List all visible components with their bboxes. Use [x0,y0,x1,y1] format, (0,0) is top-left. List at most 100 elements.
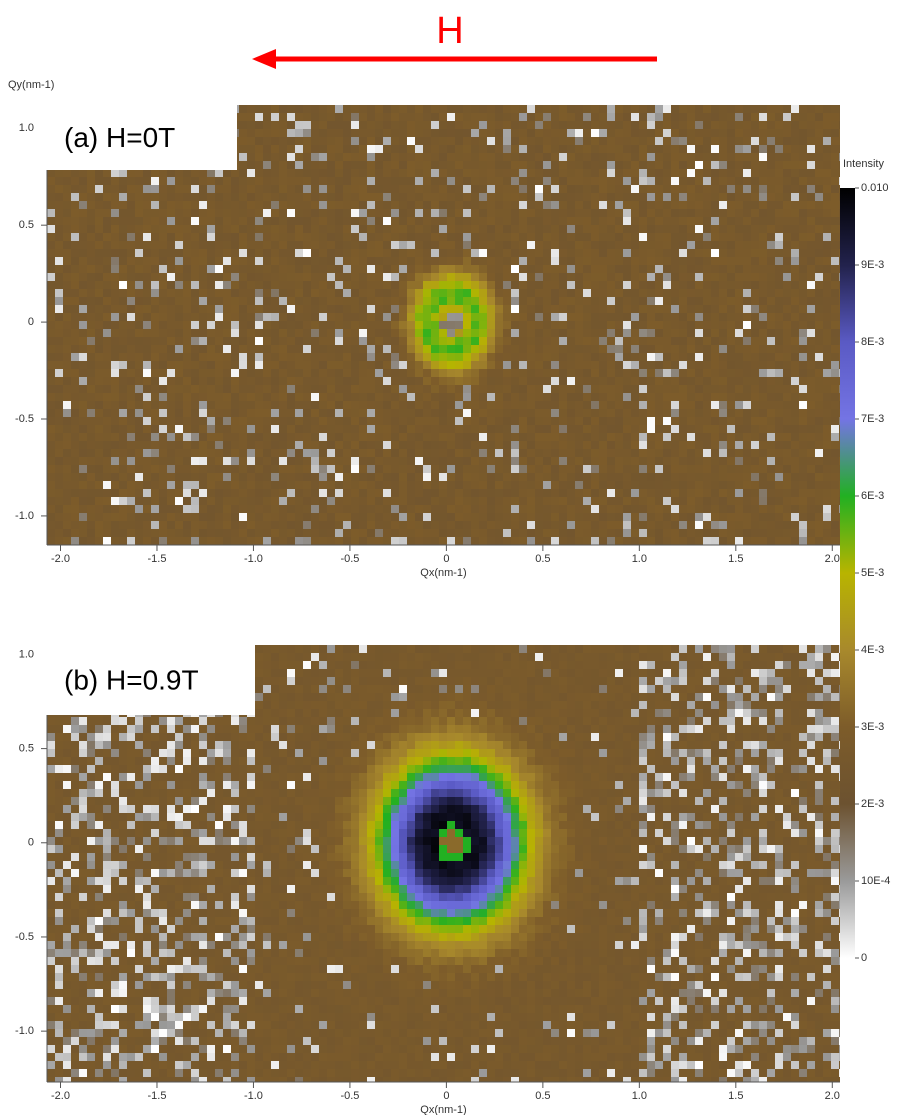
pixel [527,497,535,505]
pixel [663,337,671,345]
pixel [607,233,615,241]
pixel [615,313,623,321]
pixel [527,409,535,417]
pixel [807,105,815,113]
pixel [487,377,495,385]
pixel [591,297,599,305]
pixel [223,481,231,489]
pixel [319,281,327,289]
pixel [175,441,183,449]
pixel [743,201,751,209]
pixel [191,409,199,417]
pixel [319,105,327,113]
pixel [47,377,55,385]
pixel [151,377,159,385]
pixel [631,137,639,145]
pixel [231,305,239,313]
pixel [167,465,175,473]
pixel [295,217,303,225]
pixel [679,305,687,313]
pixel [831,425,839,433]
pixel [839,201,840,209]
pixel [567,145,575,153]
pixel [495,169,503,177]
pixel [279,489,287,497]
pixel [311,305,319,313]
pixel [359,417,367,425]
pixel [767,337,775,345]
pixel [247,417,255,425]
pixel [63,401,71,409]
pixel [407,313,415,321]
pixel [775,425,783,433]
pixel [431,409,439,417]
pixel [335,129,343,137]
pixel [823,489,831,497]
pixel [55,465,63,473]
pixel [239,321,247,329]
pixel [343,377,351,385]
pixel [559,273,567,281]
pixel [423,489,431,497]
pixel [279,153,287,161]
pixel [687,377,695,385]
pixel [487,297,495,305]
pixel [359,361,367,369]
pixel [135,481,143,489]
pixel [87,321,95,329]
pixel [479,345,487,353]
pixel [591,193,599,201]
pixel [719,169,727,177]
pixel [639,153,647,161]
pixel [775,297,783,305]
pixel [399,297,407,305]
pixel [367,345,375,353]
pixel [767,313,775,321]
pixel [751,225,759,233]
pixel [279,209,287,217]
pixel [63,497,71,505]
pixel [367,433,375,441]
pixel [671,289,679,297]
pixel [559,393,567,401]
pixel [335,265,343,273]
pixel [615,369,623,377]
pixel [303,281,311,289]
pixel [767,217,775,225]
pixel [679,489,687,497]
pixel [55,305,63,313]
pixel [287,401,295,409]
pixel [631,193,639,201]
pixel [815,465,823,473]
pixel [47,489,55,497]
pixel [687,185,695,193]
pixel [255,457,263,465]
pixel [295,457,303,465]
pixel [47,281,55,289]
pixel [103,233,111,241]
pixel [567,433,575,441]
pixel [215,177,223,185]
pixel [151,353,159,361]
pixel [335,393,343,401]
pixel [135,401,143,409]
pixel [631,361,639,369]
pixel [159,433,167,441]
pixel [679,385,687,393]
pixel [271,241,279,249]
pixel [823,105,831,113]
pixel [575,385,583,393]
pixel [687,369,695,377]
pixel [703,409,711,417]
pixel [55,337,63,345]
pixel [711,177,719,185]
pixel [447,393,455,401]
pixel [111,289,119,297]
pixel [511,393,519,401]
pixel [183,241,191,249]
pixel [207,233,215,241]
pixel [799,433,807,441]
pixel [463,265,471,273]
pixel [263,225,271,233]
pixel [767,345,775,353]
